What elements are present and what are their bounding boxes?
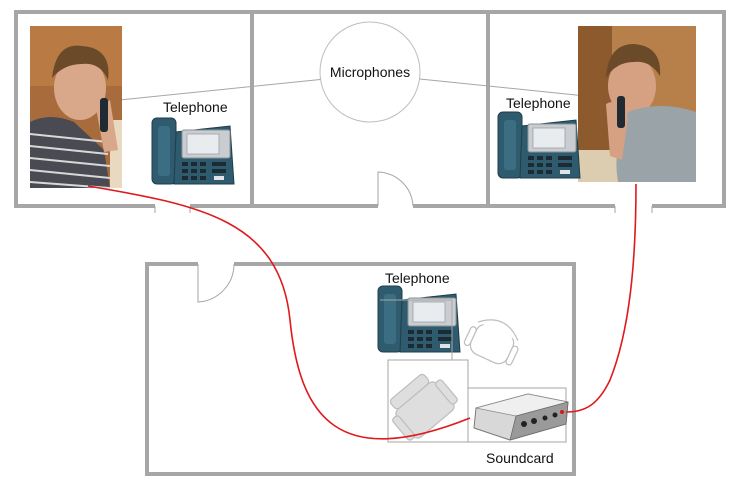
person-photo-right bbox=[578, 26, 696, 182]
soundcard-label: Soundcard bbox=[486, 450, 554, 466]
face bbox=[54, 56, 106, 120]
telephone-right: Telephone bbox=[497, 95, 581, 179]
handset bbox=[617, 96, 625, 128]
cable-left-to-soundcard bbox=[87, 185, 471, 440]
hair bbox=[52, 45, 109, 80]
door-swing-middle bbox=[377, 171, 414, 207]
mic-line-right bbox=[409, 77, 606, 99]
striped-sweater bbox=[30, 117, 110, 188]
telephone-bottom: Telephone bbox=[377, 270, 461, 353]
bottom-room bbox=[145, 261, 576, 476]
microphones-label: Microphones bbox=[330, 64, 410, 80]
grey-shirt bbox=[616, 106, 696, 182]
chair-lower-icon bbox=[389, 373, 458, 441]
handset bbox=[100, 98, 108, 132]
cables bbox=[87, 183, 637, 440]
person-photo-left bbox=[29, 26, 122, 189]
cable-right-to-soundcard bbox=[565, 183, 637, 413]
furniture bbox=[380, 299, 567, 443]
chair-upper-icon bbox=[463, 319, 519, 366]
telephone-left-label: Telephone bbox=[163, 99, 228, 115]
hair bbox=[606, 44, 661, 78]
sweater-stripes bbox=[29, 133, 111, 189]
desk-outline-top bbox=[380, 299, 453, 360]
telephone-right-label: Telephone bbox=[506, 95, 571, 111]
microphones-group: Microphones bbox=[99, 21, 606, 123]
microphone-circle bbox=[319, 21, 421, 123]
door-swing-bottom-room bbox=[197, 263, 235, 303]
top-building-outline bbox=[14, 10, 726, 208]
telephone-bottom-label: Telephone bbox=[385, 270, 450, 286]
telephone-left: Telephone bbox=[151, 99, 235, 185]
soundcard-icon: Soundcard bbox=[473, 393, 569, 466]
top-rooms bbox=[14, 10, 726, 213]
bottom-room-outline bbox=[145, 262, 576, 476]
mic-line-left bbox=[99, 77, 336, 103]
